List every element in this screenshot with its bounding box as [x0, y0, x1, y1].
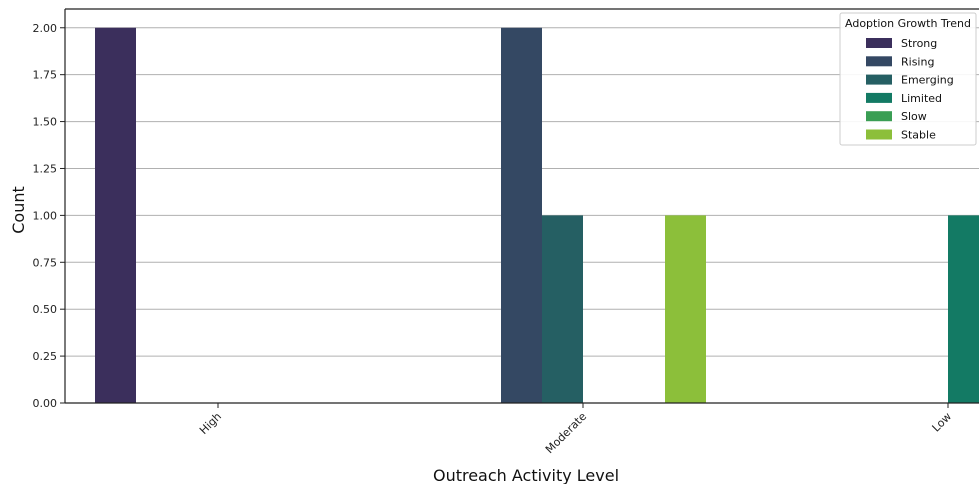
legend-swatch-emerging	[866, 74, 892, 85]
y-tick-label: 2.00	[33, 22, 58, 35]
x-tick-label-high: High	[197, 410, 224, 437]
legend-label-rising: Rising	[901, 55, 934, 68]
x-axis-title: Outreach Activity Level	[433, 466, 619, 484]
legend: Adoption Growth Trend Strong Rising Emergin…	[839, 12, 977, 146]
bar-rising-moderate	[501, 27, 542, 404]
legend-swatch-limited	[866, 92, 892, 103]
legend-label-emerging: Emerging	[901, 74, 954, 87]
bars	[95, 27, 979, 404]
x-tick-label-moderate: Moderate	[543, 410, 589, 456]
bar-emerging-moderate	[542, 215, 583, 403]
legend-swatch-rising	[866, 56, 892, 67]
y-tick-label: 0.50	[33, 303, 58, 316]
y-tick-labels: 0.00 0.25 0.50 0.75 1.00 1.25 1.50 1.75 2.00	[33, 22, 65, 410]
legend-swatch-slow	[866, 111, 892, 122]
y-axis-title: Count	[9, 186, 28, 234]
y-tick-label: 0.75	[33, 256, 58, 269]
y-tick-label: 1.75	[33, 69, 58, 82]
bar-stable-moderate	[665, 215, 706, 403]
legend-label-strong: Strong	[901, 37, 937, 50]
y-tick-label: 0.00	[33, 397, 58, 410]
legend-swatch-stable	[866, 129, 892, 140]
legend-label-stable: Stable	[901, 129, 936, 142]
y-tick-label: 1.50	[33, 116, 58, 129]
bar-limited-low	[948, 215, 979, 403]
legend-label-limited: Limited	[901, 92, 942, 105]
x-tick-label-low: Low	[930, 410, 955, 435]
bar-strong-high	[95, 27, 136, 404]
y-tick-label: 0.25	[33, 350, 58, 363]
y-tick-label: 1.00	[33, 209, 58, 222]
legend-swatch-strong	[866, 38, 892, 48]
x-tick-labels: High Moderate Low	[197, 403, 954, 456]
legend-label-slow: Slow	[901, 110, 927, 123]
legend-title: Adoption Growth Trend	[845, 17, 971, 30]
y-tick-label: 1.25	[33, 162, 58, 175]
